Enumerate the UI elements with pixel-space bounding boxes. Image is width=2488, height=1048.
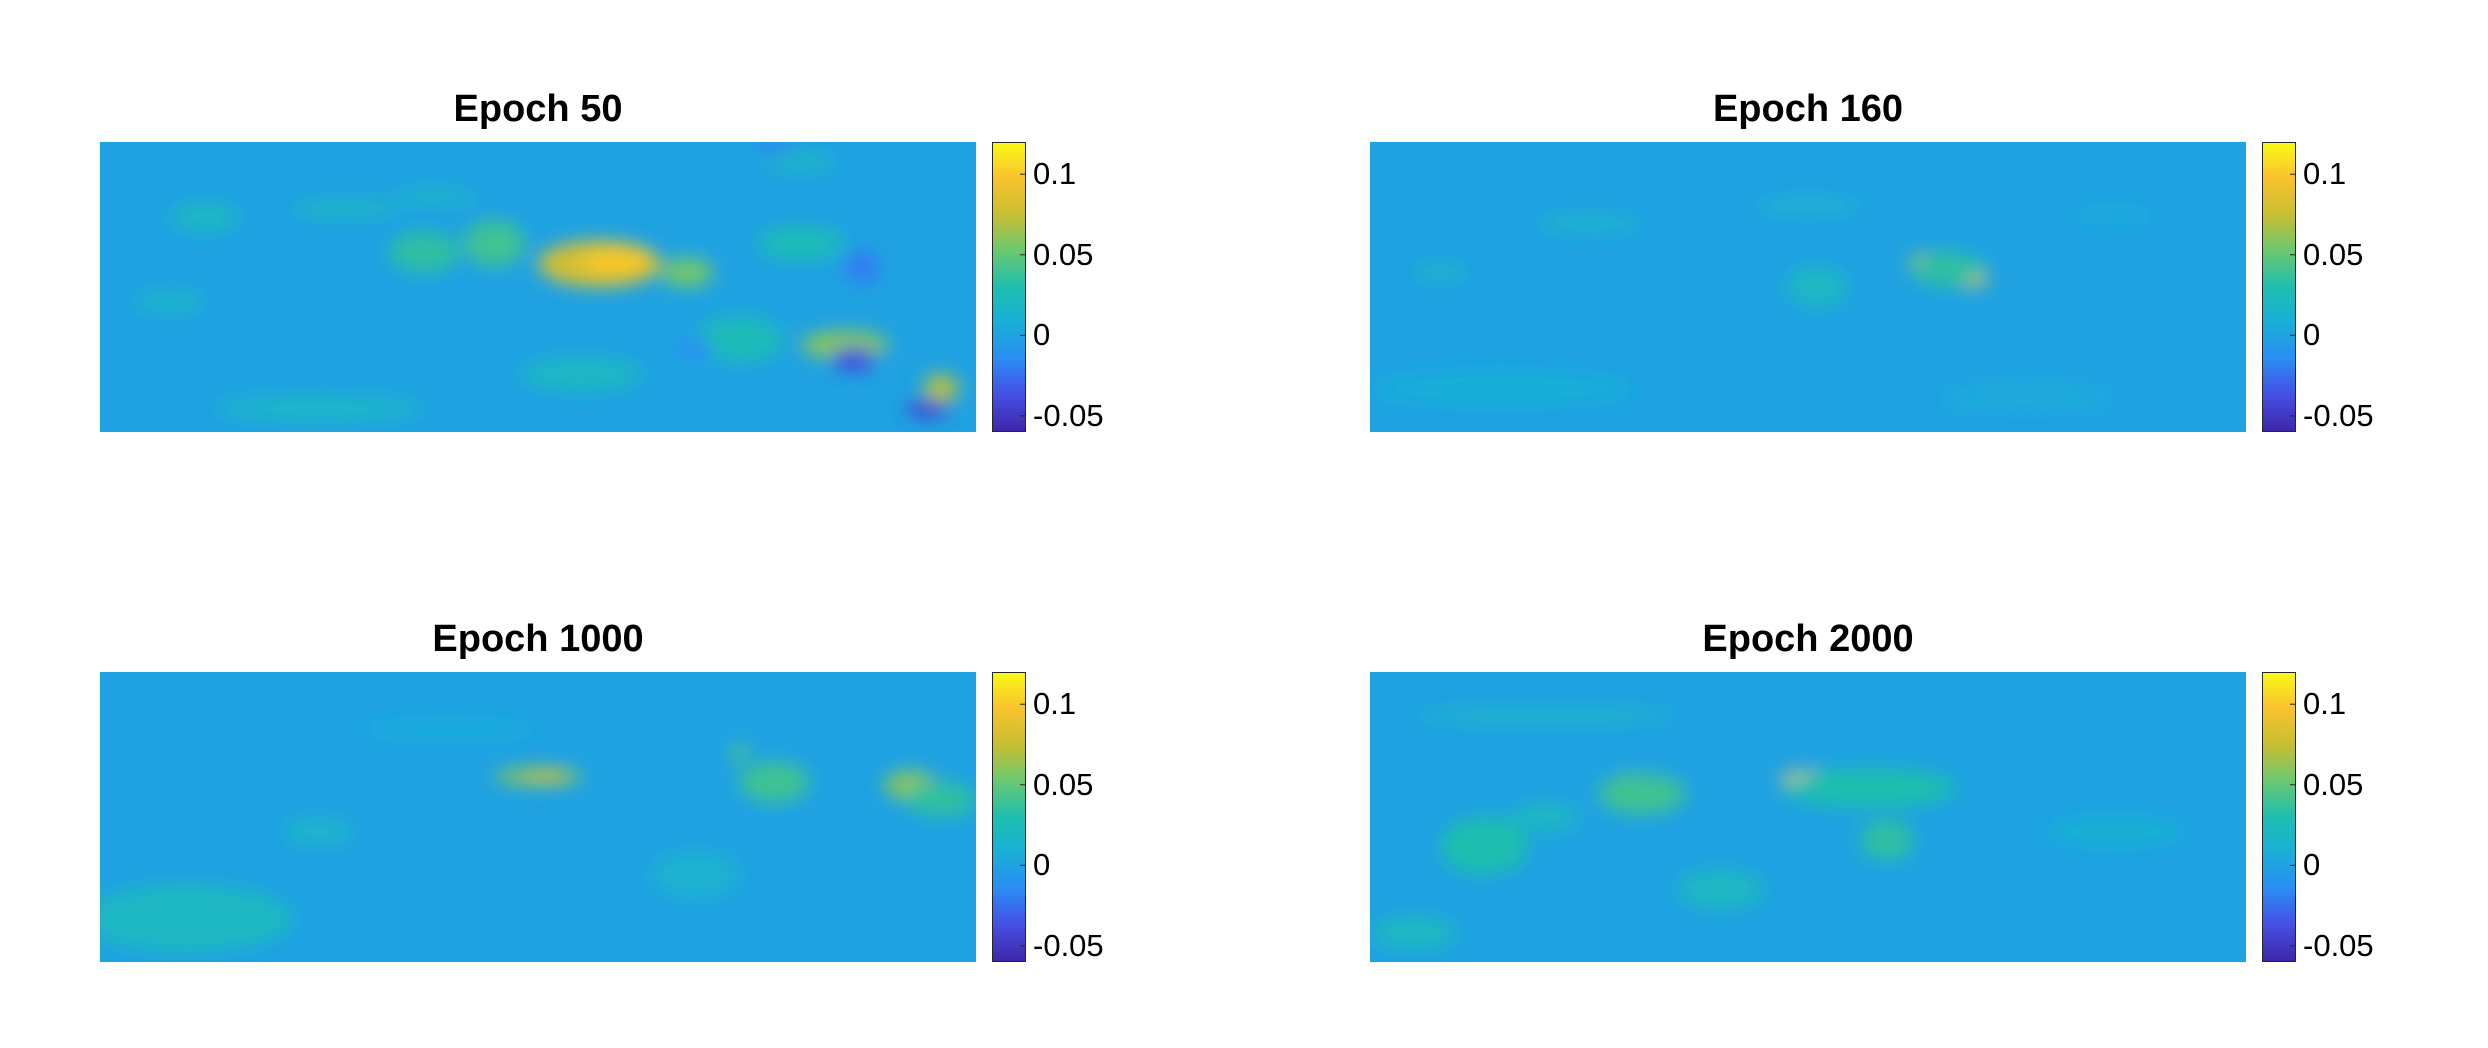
heatmap-blob (389, 189, 477, 205)
heatmap-blob (581, 247, 652, 274)
colorbar-tick-label: 0.05 (2303, 766, 2364, 802)
heatmap-blob (463, 220, 525, 267)
heatmap-blob (765, 153, 836, 171)
heatmap-blob (757, 142, 793, 154)
heatmap-blob (292, 200, 398, 218)
heatmap-blob (524, 771, 569, 782)
panel-title: Epoch 1000 (432, 618, 644, 660)
heatmap-svg (1370, 142, 2246, 432)
colorbar-gradient (2262, 672, 2296, 962)
heatmap-blob (739, 761, 810, 803)
heatmap-svg (100, 672, 976, 962)
heatmap-blob (1370, 371, 1633, 406)
colorbar-tick-label: 0.1 (2303, 686, 2347, 722)
colorbar-gradient (992, 142, 1026, 432)
heatmap-blob (283, 817, 355, 846)
heatmap-blob (1370, 915, 1458, 951)
colorbar-tick-label: 0 (1033, 847, 1051, 883)
heatmap-blob (1510, 802, 1581, 832)
heatmap-image (1370, 672, 2246, 962)
panel-title: Epoch 2000 (1702, 618, 1914, 660)
heatmap-blob (135, 289, 206, 314)
heatmap-blob (1413, 706, 1677, 725)
colorbar-gradient (992, 672, 1026, 962)
heatmap-blob (831, 347, 876, 372)
heatmap-blob (923, 374, 959, 403)
colorbar-tick-label: 0 (2303, 847, 2321, 883)
heatmap-blob (100, 883, 293, 954)
heatmap-blob (905, 400, 950, 418)
heatmap-image (100, 672, 976, 962)
colorbar-tick-label: 0.05 (1033, 236, 1094, 272)
colorbar-tick-label: 0.05 (1033, 766, 1094, 802)
heatmap-background (100, 142, 976, 432)
heatmap-blob (1597, 773, 1686, 815)
panel-title: Epoch 160 (1712, 88, 1904, 130)
colorbar-tick-label: 0.1 (1033, 156, 1077, 192)
heatmap-blob (730, 744, 749, 762)
heatmap-blob (1536, 214, 1642, 232)
heatmap-image (1370, 142, 2246, 432)
colorbar-tick-label: 0.1 (1033, 686, 1077, 722)
heatmap-panel-epoch-2000: Epoch 2000 0.1 0.05 0 -0.05 (1270, 530, 2470, 963)
heatmap-panel-epoch-50: Epoch 50 0.1 0.05 0 -0.05 (0, 0, 1200, 433)
heatmap-blob (1440, 817, 1528, 875)
heatmap-blob (213, 394, 425, 424)
heatmap-blob (170, 202, 241, 232)
heatmap-blob (678, 339, 714, 357)
heatmap-blob (844, 249, 880, 285)
colorbar-tick-label: 0 (2303, 317, 2321, 353)
heatmap-blob (757, 226, 845, 261)
heatmap-blob (1781, 767, 1957, 809)
heatmap-blob (520, 356, 644, 392)
colorbar-tick-label: 0.1 (2303, 156, 2347, 192)
heatmap-blob (2044, 817, 2185, 846)
heatmap-blob (660, 258, 714, 287)
heatmap-blob (1755, 197, 1861, 215)
heatmap-svg (1370, 672, 2246, 962)
colorbar-tick-label: -0.05 (2303, 927, 2374, 963)
heatmap-panel-epoch-1000: Epoch 1000 0.1 0.05 0 -0.05 (0, 530, 1200, 963)
heatmap-blob (695, 316, 784, 363)
heatmap-blob (2070, 208, 2159, 221)
colorbar (992, 672, 1026, 962)
heatmap-blob (1786, 266, 1848, 308)
colorbar (992, 142, 1026, 432)
heatmap-blob (1860, 819, 1914, 861)
heatmap-blob (905, 782, 976, 817)
heatmap-blob (362, 721, 538, 739)
heatmap-svg (100, 142, 976, 432)
colorbar-tick-label: -0.05 (1033, 397, 1104, 433)
colorbar-tick-label: -0.05 (1033, 927, 1104, 963)
colorbar-tick-label: -0.05 (2303, 397, 2374, 433)
colorbar-tick-label: 0 (1033, 317, 1051, 353)
panel-title: Epoch 50 (453, 88, 623, 130)
heatmap-blob (1939, 382, 2115, 412)
heatmap-blob (1913, 252, 1984, 287)
colorbar-gradient (2262, 142, 2296, 432)
colorbar-tick-label: 0.05 (2303, 236, 2364, 272)
colorbar (2262, 142, 2296, 432)
heatmap-blob (1676, 869, 1765, 910)
heatmap-blob (651, 851, 740, 899)
heatmap-panel-epoch-160: Epoch 160 0.1 0.05 0 -0.05 (1270, 0, 2470, 433)
colorbar (2262, 672, 2296, 962)
heatmap-blob (389, 231, 460, 273)
heatmap-blob (1413, 263, 1467, 282)
heatmap-image (100, 142, 976, 432)
